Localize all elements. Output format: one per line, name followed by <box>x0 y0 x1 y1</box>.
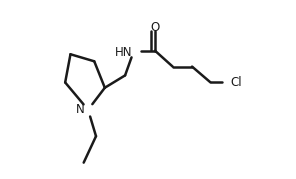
Text: Cl: Cl <box>231 76 242 89</box>
Text: N: N <box>76 103 85 116</box>
Text: HN: HN <box>115 46 132 59</box>
Text: O: O <box>150 21 160 34</box>
